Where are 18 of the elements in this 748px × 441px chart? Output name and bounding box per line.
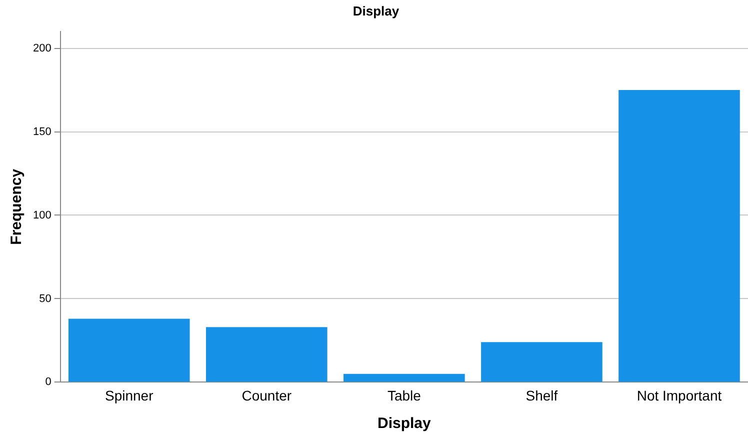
x-tick-label: Not Important xyxy=(636,387,722,404)
x-tick-label: Shelf xyxy=(526,387,558,404)
y-tick-label: 200 xyxy=(32,42,52,54)
bar xyxy=(344,374,465,382)
x-tick-label: Table xyxy=(387,387,422,404)
y-axis-title: Frequency xyxy=(8,168,26,245)
y-tick-label: 50 xyxy=(39,292,52,305)
bar xyxy=(618,90,740,382)
x-tick-label: Counter xyxy=(242,387,292,404)
y-tick-label: 150 xyxy=(32,126,52,138)
chart-title: Display xyxy=(352,3,400,18)
x-tick-label: Spinner xyxy=(104,387,154,404)
y-tick-label: 0 xyxy=(45,376,52,388)
y-tick-label: 100 xyxy=(32,209,52,222)
bar xyxy=(68,318,190,382)
bar xyxy=(206,327,328,382)
x-axis-title: Display xyxy=(377,415,432,432)
bar xyxy=(481,342,602,382)
